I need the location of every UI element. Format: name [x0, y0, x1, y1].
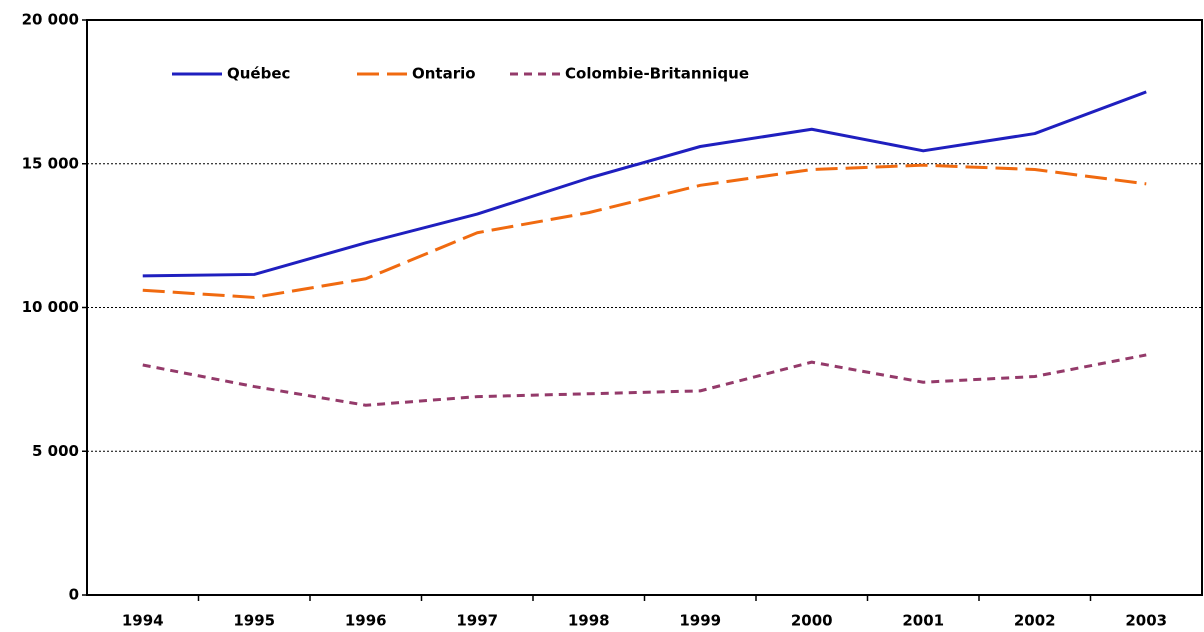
legend-label: Québec [227, 65, 290, 83]
y-tick-label: 5 000 [32, 442, 79, 460]
x-tick-label: 1997 [456, 612, 498, 630]
x-tick-label: 2001 [902, 612, 944, 630]
legend-label: Colombie-Britannique [565, 65, 749, 83]
x-tick-label: 2003 [1125, 612, 1167, 630]
y-tick-label: 0 [69, 586, 79, 604]
x-tick-label: 2000 [791, 612, 833, 630]
x-tick-label: 1995 [233, 612, 275, 630]
y-tick-label: 15 000 [22, 154, 79, 172]
x-tick-label: 1998 [568, 612, 610, 630]
x-tick-label: 1999 [679, 612, 721, 630]
x-tick-label: 1994 [122, 612, 164, 630]
y-tick-label: 20 000 [22, 11, 79, 29]
line-series [142, 163, 1147, 299]
legend-label: Ontario [412, 65, 476, 83]
x-tick-label: 1996 [345, 612, 387, 630]
line-series [142, 90, 1147, 278]
x-tick-label: 2002 [1014, 612, 1056, 630]
y-tick-label: 10 000 [22, 298, 79, 316]
line-series [142, 353, 1147, 407]
